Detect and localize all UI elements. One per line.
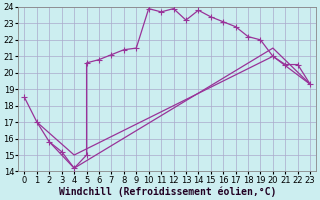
X-axis label: Windchill (Refroidissement éolien,°C): Windchill (Refroidissement éolien,°C) (59, 186, 276, 197)
